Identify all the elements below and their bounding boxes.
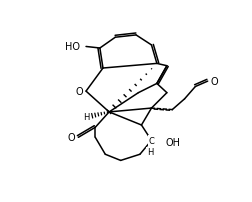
Text: O: O bbox=[68, 133, 75, 143]
Text: O: O bbox=[75, 87, 83, 97]
Text: O: O bbox=[211, 77, 218, 87]
Text: HO: HO bbox=[65, 42, 80, 52]
Text: H: H bbox=[147, 148, 153, 157]
Text: C: C bbox=[148, 136, 154, 145]
Text: OH: OH bbox=[165, 137, 180, 147]
Text: H: H bbox=[83, 113, 89, 121]
